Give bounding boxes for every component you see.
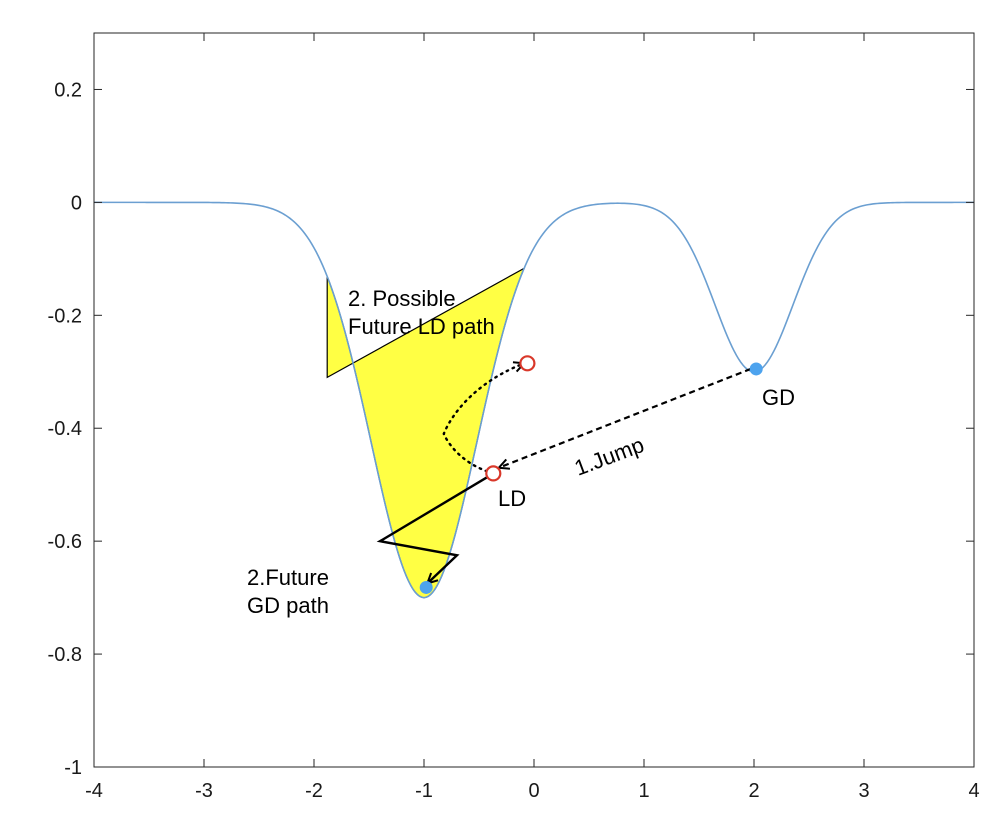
y-tick-label: -1 [64,757,82,779]
point-gd-future [419,580,433,594]
annotation-gd-future: 2.Future GD path [247,565,329,618]
point-ld [485,465,502,482]
y-tick-label: 0 [71,192,82,214]
x-tick-label: 1 [638,780,649,802]
annotation-ld: LD [498,486,526,511]
annotation-jump: 1.Jump [571,432,647,481]
annotation-ld-future: 2. Possible Future LD path [348,286,495,339]
x-tick-label: 3 [858,780,869,802]
annotation-gd: GD [762,385,795,410]
gd-future-path-arrow [376,475,490,586]
y-tick-label: -0.8 [48,644,82,666]
loss-curve-line [94,201,974,599]
y-tick-label: -0.2 [48,305,82,327]
y-tick-label: -0.6 [48,531,82,553]
x-tick-label: 4 [968,780,979,802]
jump-arrow [496,367,752,470]
x-tick-label: 2 [748,780,759,802]
x-tick-label: -1 [415,780,433,802]
ld-future-path-arrow [442,361,527,475]
x-tick-label: 0 [528,780,539,802]
y-tick-label: 0.2 [54,79,82,101]
y-tick-label: -0.4 [48,418,82,440]
x-tick-label: -3 [195,780,213,802]
point-gd [749,362,763,376]
x-tick-label: -4 [85,780,103,802]
point-ld-future [519,355,536,372]
x-tick-label: -2 [305,780,323,802]
axes-box [93,32,975,768]
